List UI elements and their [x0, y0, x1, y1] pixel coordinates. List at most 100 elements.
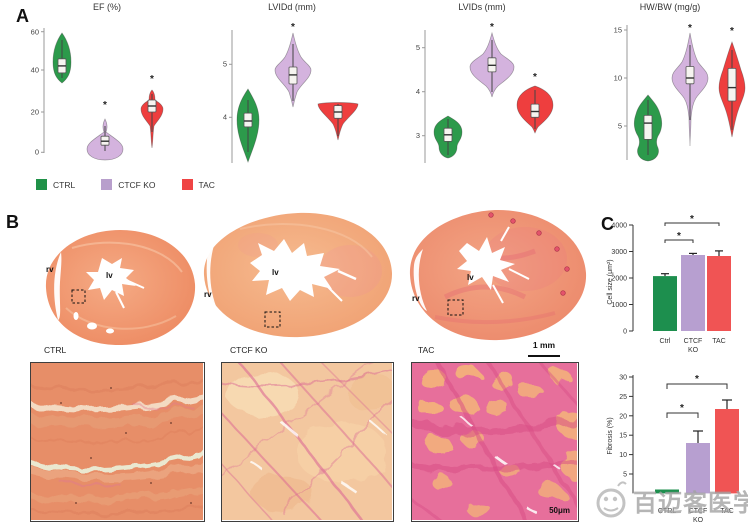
sig-star: *	[490, 22, 494, 33]
lv-label: lv	[467, 273, 474, 282]
sig-star: *	[680, 403, 684, 414]
error-bars	[661, 250, 723, 277]
heart-caption-tac: TAC	[418, 345, 435, 355]
sig-bracket-ctrl-tac	[666, 383, 728, 389]
x-tick-ctrl: CTRL	[658, 508, 676, 515]
rv-cavity	[413, 249, 427, 311]
x-tick-ctrl: Ctrl	[660, 338, 671, 345]
scale-label-1mm: 1 mm	[532, 340, 556, 350]
sig-star: *	[690, 214, 694, 225]
bar-ctrl	[653, 276, 677, 331]
y-tick: 0	[623, 329, 627, 336]
cavity-slit	[87, 322, 97, 330]
lv-cavity	[457, 237, 515, 290]
violin-ctcf-ko: *	[671, 23, 709, 147]
rv-label: rv	[412, 294, 420, 303]
lv-label: lv	[106, 271, 113, 280]
watermark-text: 百迈客医学	[633, 489, 748, 517]
y-tick: 5	[623, 472, 627, 479]
micrograph-tac-image	[412, 363, 577, 520]
panel-a-label: A	[16, 6, 29, 26]
cavity-slit	[492, 284, 504, 304]
violin-chart-ef: EF (%) 60 40 20 0 * *	[31, 2, 164, 161]
micrograph-ctcf-ko-image	[222, 363, 392, 520]
cavity-slit	[106, 328, 114, 334]
violin-tac	[317, 102, 359, 141]
heart-section-ctrl: rv lv	[45, 230, 196, 346]
y-tick: 20	[31, 108, 39, 117]
tissue-streak	[71, 241, 183, 273]
y-tick: 20	[619, 413, 627, 420]
violin-tac: *	[718, 26, 746, 138]
violin-tac: *	[516, 72, 554, 134]
inset-box	[264, 311, 281, 328]
cavity-slit	[73, 312, 79, 320]
y-tick: 3000	[611, 249, 627, 256]
cavity-slit	[337, 269, 357, 281]
legend-item-ctcf-ko: CTCF KO	[101, 179, 156, 190]
chart-title: LVIDd (mm)	[268, 2, 316, 12]
lv-cavity	[250, 239, 340, 301]
tissue-streak	[239, 223, 373, 258]
legend-swatch-tac	[181, 179, 193, 190]
y-tick: 5	[416, 43, 420, 52]
violin-ctrl	[633, 94, 663, 162]
violin-chart-lvidd: LVIDd (mm) 5 4 *	[223, 2, 359, 164]
cavity-slit	[508, 268, 530, 280]
bar-ctrl	[655, 489, 679, 494]
watermark: 百迈客医学	[592, 478, 748, 522]
cavity-slit	[125, 279, 145, 289]
fibrosis-streak	[434, 311, 556, 325]
sig-star: *	[677, 231, 681, 242]
cavity-slit	[500, 226, 510, 242]
scale-label-50um: 50μm	[549, 506, 570, 515]
sig-star: *	[103, 100, 107, 111]
rv-label: rv	[204, 290, 212, 299]
legend-label-ctrl: CTRL	[53, 179, 76, 190]
heart-caption-ctrl: CTRL	[44, 345, 67, 355]
panel-c-label: C	[601, 214, 614, 234]
violin-tac: *	[140, 74, 164, 149]
y-tick: 15	[614, 26, 622, 35]
y-tick: 1000	[611, 302, 627, 309]
violin-ctrl	[236, 88, 260, 164]
micrograph-tac: 50μm	[411, 362, 579, 522]
violin-ctcf-ko: *	[274, 22, 312, 108]
x-tick-ko: KO	[693, 517, 704, 524]
legend-item-tac: TAC	[181, 179, 215, 190]
y-tick: 60	[31, 28, 39, 37]
fibrosis-patch	[318, 245, 382, 297]
legend-swatch-ctrl	[36, 179, 47, 190]
heart-section-ctcf-ko: rv lv	[203, 212, 393, 338]
violin-chart-lvids: LVIDs (mm) 5 4 3 * *	[416, 2, 554, 163]
y-tick: 30	[619, 375, 627, 382]
scale-bar-1mm	[528, 355, 560, 357]
x-tick-ko: KO	[688, 347, 699, 354]
suture-dots	[488, 212, 570, 296]
violin-ctcf-ko: *	[86, 100, 124, 161]
y-axis-label: Cell size (μm²)	[607, 259, 614, 304]
micrograph-ctrl	[30, 362, 205, 522]
bar-chart-fibrosis: Fibrosis (%) 30 25 20 15 10 5 * * CTRL C…	[607, 374, 739, 524]
chart-title: LVIDs (mm)	[458, 2, 505, 12]
scale-50um: 50μm	[549, 506, 570, 515]
bar-tac	[707, 256, 731, 331]
bar-ctcf-ko	[681, 255, 705, 331]
y-tick: 5	[223, 60, 227, 69]
cavity-slit	[115, 291, 125, 309]
violin-ctrl	[433, 115, 463, 159]
legend-label-ctcf-ko: CTCF KO	[118, 179, 156, 190]
y-tick: 5	[618, 122, 622, 131]
x-tick-tac: TAC	[712, 338, 725, 345]
sig-star: *	[291, 22, 295, 33]
y-tick: 15	[619, 433, 627, 440]
tissue-specks	[60, 387, 192, 504]
violin-ctrl	[52, 32, 72, 84]
y-tick: 10	[614, 74, 622, 83]
y-tick: 2000	[611, 276, 627, 283]
x-tick-ctcf: CTCF	[689, 508, 708, 515]
watermark-logo-icon	[596, 481, 627, 518]
violin-chart-hwbw: HW/BW (mg/g) 15 10 5 * *	[614, 2, 746, 162]
y-tick: 0	[35, 148, 39, 157]
cavity-slit	[327, 286, 343, 302]
